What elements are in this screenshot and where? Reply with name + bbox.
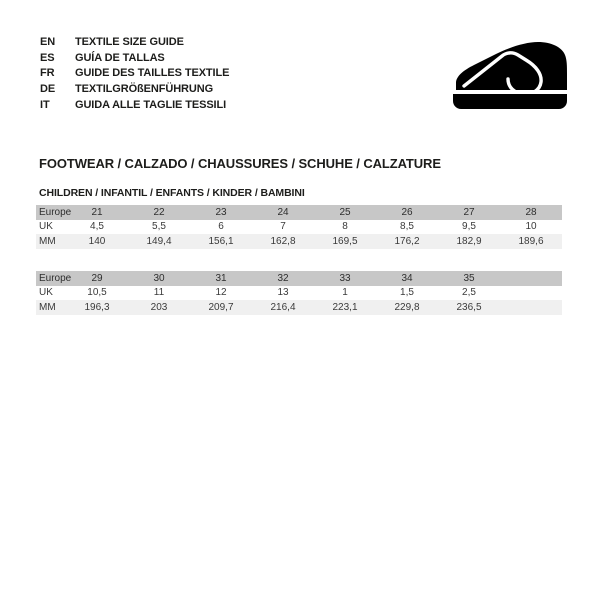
table-row-uk: UK 4,5 5,5 6 7 8 8,5 9,5 10 <box>36 220 562 235</box>
size-cell: 34 <box>401 272 413 284</box>
language-label: GUÍA DE TALLAS <box>75 51 165 64</box>
row-label: Europe <box>39 272 72 284</box>
size-cell: 203 <box>150 301 168 313</box>
size-cell: 33 <box>339 272 351 284</box>
section-subtitle: CHILDREN / INFANTIL / ENFANTS / KINDER /… <box>39 187 305 199</box>
size-cell: 8 <box>342 221 348 233</box>
size-cell: 11 <box>153 287 165 299</box>
size-cell: 27 <box>463 206 475 218</box>
language-label: GUIDA ALLE TAGLIE TESSILI <box>75 98 227 111</box>
size-cell: 209,7 <box>208 301 234 313</box>
size-cell: 23 <box>215 206 227 218</box>
size-cell: 2,5 <box>462 287 476 299</box>
size-cell: 4,5 <box>90 221 104 233</box>
size-cell: 176,2 <box>394 235 420 247</box>
size-cell: 216,4 <box>270 301 296 313</box>
size-cell: 182,9 <box>456 235 482 247</box>
language-row-es: ES GUÍA DE TALLAS <box>40 50 229 66</box>
size-cell: 30 <box>153 272 165 284</box>
size-cell: 1,5 <box>400 287 414 299</box>
size-cell: 189,6 <box>518 235 544 247</box>
size-cell: 8,5 <box>400 221 414 233</box>
size-cell: 196,3 <box>84 301 110 313</box>
language-row-fr: FR GUIDE DES TAILLES TEXTILE <box>40 65 229 81</box>
size-cell: 162,8 <box>270 235 296 247</box>
size-cell: 35 <box>463 272 475 284</box>
language-row-de: DE TEXTILGRÖßENFÜHRUNG <box>40 81 229 97</box>
size-cell: 25 <box>339 206 351 218</box>
language-label: TEXTILE SIZE GUIDE <box>75 35 184 48</box>
size-cell: 32 <box>277 272 289 284</box>
language-code: DE <box>40 82 56 95</box>
row-label: UK <box>39 221 53 233</box>
language-row-it: IT GUIDA ALLE TAGLIE TESSILI <box>40 97 229 113</box>
table-row-uk: UK 10,5 11 12 13 1 1,5 2,5 <box>36 286 562 301</box>
size-cell: 10 <box>525 221 537 233</box>
shoe-icon <box>452 38 568 110</box>
language-label: GUIDE DES TAILLES TEXTILE <box>75 67 230 80</box>
row-label: Europe <box>39 206 72 218</box>
language-title-list: EN TEXTILE SIZE GUIDE ES GUÍA DE TALLAS FR GU… <box>40 34 229 112</box>
size-cell: 169,5 <box>332 235 358 247</box>
language-row-en: EN TEXTILE SIZE GUIDE <box>40 34 229 50</box>
language-code: IT <box>40 98 50 111</box>
language-code: ES <box>40 51 55 64</box>
size-cell: 229,8 <box>394 301 420 313</box>
size-table-children-29-35: Europe 29 30 31 32 33 34 35 UK 10,5 11 12 13 1 1,5 2,5 M… <box>36 271 562 315</box>
language-code: EN <box>40 35 56 48</box>
size-cell: 149,4 <box>146 235 172 247</box>
size-cell: 12 <box>215 287 227 299</box>
size-cell: 223,1 <box>332 301 358 313</box>
size-cell: 29 <box>91 272 103 284</box>
size-cell: 156,1 <box>208 235 234 247</box>
language-code: FR <box>40 67 55 80</box>
row-label: UK <box>39 287 53 299</box>
table-row-europe: Europe 21 22 23 24 25 26 27 28 <box>36 205 562 220</box>
row-label: MM <box>39 301 56 313</box>
table-row-mm: MM 140 149,4 156,1 162,8 169,5 176,2 182,9 189,6 <box>36 234 562 249</box>
section-title: FOOTWEAR / CALZADO / CHAUSSURES / SCHUHE… <box>39 156 441 171</box>
size-cell: 1 <box>342 287 348 299</box>
size-cell: 24 <box>277 206 289 218</box>
size-cell: 10,5 <box>87 287 107 299</box>
size-cell: 22 <box>153 206 165 218</box>
table-row-europe: Europe 29 30 31 32 33 34 35 <box>36 271 562 286</box>
size-cell: 7 <box>280 221 286 233</box>
size-cell: 6 <box>218 221 224 233</box>
row-label: MM <box>39 235 56 247</box>
size-table-children-21-28: Europe 21 22 23 24 25 26 27 28 UK 4,5 5,5 6 7 8 8,5 9,5 1… <box>36 205 562 249</box>
table-row-mm: MM 196,3 203 209,7 216,4 223,1 229,8 236,5 <box>36 300 562 315</box>
size-cell: 9,5 <box>462 221 476 233</box>
size-cell: 28 <box>525 206 537 218</box>
size-cell: 26 <box>401 206 413 218</box>
size-cell: 13 <box>277 287 289 299</box>
language-label: TEXTILGRÖßENFÜHRUNG <box>75 82 214 95</box>
size-cell: 21 <box>91 206 103 218</box>
size-cell: 140 <box>88 235 106 247</box>
size-cell: 236,5 <box>456 301 482 313</box>
size-cell: 31 <box>215 272 227 284</box>
size-cell: 5,5 <box>152 221 166 233</box>
